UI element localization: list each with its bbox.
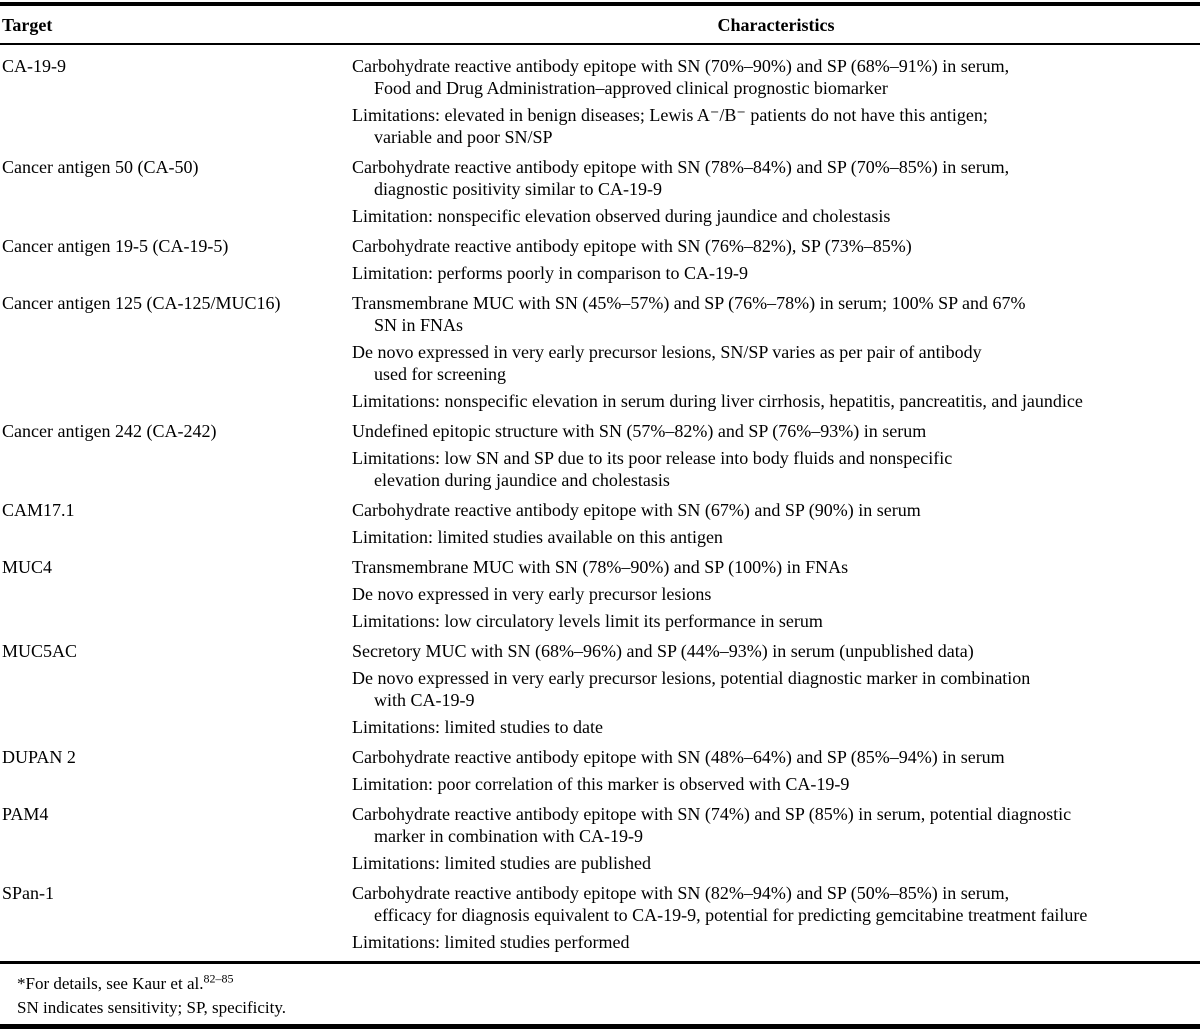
- bottom-rule: [0, 1024, 1200, 1029]
- column-header-target: Target: [0, 6, 352, 45]
- characteristic-paragraph: Limitations: limited studies performed: [352, 932, 630, 952]
- target-cell: MUC4: [2, 557, 53, 577]
- characteristic-paragraph: Limitation: poor correlation of this mar…: [352, 774, 850, 794]
- column-header-characteristics: Characteristics: [352, 6, 1200, 45]
- characteristic-paragraph: De novo expressed in very early precurso…: [352, 584, 712, 604]
- characteristic-paragraph: Transmembrane MUC with SN (45%–57%) and …: [352, 293, 1026, 335]
- characteristics-cell: Carbohydrate reactive antibody epitope w…: [352, 746, 1200, 803]
- characteristic-paragraph: Limitations: limited studies to date: [352, 717, 603, 737]
- table-row: Cancer antigen 50 (CA-50) Carbohydrate re…: [0, 156, 1200, 235]
- characteristic-paragraph: Limitation: nonspecific elevation observ…: [352, 206, 891, 226]
- characteristic-paragraph: Undefined epitopic structure with SN (57…: [352, 421, 927, 441]
- table-row: DUPAN 2 Carbohydrate reactive antibody ep…: [0, 746, 1200, 803]
- table-row: MUC5AC Secretory MUC with SN (68%–96%) an…: [0, 640, 1200, 746]
- table-row: Cancer antigen 242 (CA-242) Undefined epi…: [0, 420, 1200, 499]
- characteristics-cell: Carbohydrate reactive antibody epitope w…: [352, 156, 1200, 235]
- characteristics-cell: Carbohydrate reactive antibody epitope w…: [352, 235, 1200, 292]
- characteristic-paragraph: Secretory MUC with SN (68%–96%) and SP (…: [352, 641, 974, 661]
- target-cell: CA-19-9: [2, 56, 66, 76]
- characteristics-cell: Transmembrane MUC with SN (78%–90%) and …: [352, 556, 1200, 640]
- header-row: Target Characteristics: [0, 6, 1200, 45]
- characteristics-cell: Undefined epitopic structure with SN (57…: [352, 420, 1200, 499]
- target-cell: Cancer antigen 19-5 (CA-19-5): [2, 236, 229, 256]
- characteristic-paragraph: Transmembrane MUC with SN (78%–90%) and …: [352, 557, 849, 577]
- characteristic-paragraph: Limitations: elevated in benign diseases…: [352, 105, 988, 147]
- characteristics-cell: Carbohydrate reactive antibody epitope w…: [352, 803, 1200, 882]
- characteristics-cell: Transmembrane MUC with SN (45%–57%) and …: [352, 292, 1200, 420]
- footnotes: *For details, see Kaur et al.82–85 SN in…: [0, 972, 1200, 1020]
- table-row: CA-19-9 Carbohydrate reactive antibody ep…: [0, 44, 1200, 156]
- characteristic-paragraph: Limitations: low circulatory levels limi…: [352, 611, 823, 631]
- biomarker-table: Target Characteristics CA-19-9 Carbohydra…: [0, 6, 1200, 961]
- characteristic-paragraph: De novo expressed in very early precurso…: [352, 342, 982, 384]
- characteristic-paragraph: Limitations: nonspecific elevation in se…: [352, 391, 1083, 411]
- characteristic-paragraph: Limitation: performs poorly in compariso…: [352, 263, 748, 283]
- characteristic-paragraph: Limitations: low SN and SP due to its po…: [352, 448, 953, 490]
- characteristic-paragraph: Carbohydrate reactive antibody epitope w…: [352, 500, 921, 520]
- footnote-divider-rule: [0, 961, 1200, 964]
- characteristic-paragraph: Carbohydrate reactive antibody epitope w…: [352, 157, 1010, 199]
- characteristics-cell: Carbohydrate reactive antibody epitope w…: [352, 499, 1200, 556]
- top-rule: [0, 2, 1200, 6]
- characteristic-paragraph: Limitations: limited studies are publish…: [352, 853, 651, 873]
- footnote-citation-reference: 82–85: [203, 971, 234, 986]
- target-cell: Cancer antigen 50 (CA-50): [2, 157, 199, 177]
- target-cell: PAM4: [2, 804, 49, 824]
- characteristic-paragraph: Carbohydrate reactive antibody epitope w…: [352, 236, 912, 256]
- table-row: Cancer antigen 125 (CA-125/MUC16) Transme…: [0, 292, 1200, 420]
- characteristic-paragraph: Limitation: limited studies available on…: [352, 527, 723, 547]
- characteristic-paragraph: De novo expressed in very early precurso…: [352, 668, 1031, 710]
- target-cell: SPan-1: [2, 883, 55, 903]
- table-row: PAM4 Carbohydrate reactive antibody epito…: [0, 803, 1200, 882]
- characteristic-paragraph: Carbohydrate reactive antibody epitope w…: [352, 804, 1072, 846]
- footnote-abbreviations: SN indicates sensitivity; SP, specificit…: [17, 998, 286, 1017]
- target-cell: CAM17.1: [2, 500, 75, 520]
- characteristic-paragraph: Carbohydrate reactive antibody epitope w…: [352, 747, 1005, 767]
- characteristic-paragraph: Carbohydrate reactive antibody epitope w…: [352, 56, 1010, 98]
- target-cell: Cancer antigen 242 (CA-242): [2, 421, 217, 441]
- table-row: SPan-1 Carbohydrate reactive antibody epi…: [0, 882, 1200, 961]
- table-row: Cancer antigen 19-5 (CA-19-5) Carbohydrat…: [0, 235, 1200, 292]
- footnote-details: *For details, see Kaur et al.82–85: [17, 972, 1200, 996]
- characteristic-paragraph: Carbohydrate reactive antibody epitope w…: [352, 883, 1088, 925]
- target-cell: MUC5AC: [2, 641, 78, 661]
- footnote-details-text: *For details, see Kaur et al.: [17, 974, 204, 993]
- characteristics-cell: Carbohydrate reactive antibody epitope w…: [352, 44, 1200, 156]
- characteristics-cell: Carbohydrate reactive antibody epitope w…: [352, 882, 1200, 961]
- table-body: CA-19-9 Carbohydrate reactive antibody ep…: [0, 44, 1200, 961]
- characteristics-cell: Secretory MUC with SN (68%–96%) and SP (…: [352, 640, 1200, 746]
- target-cell: Cancer antigen 125 (CA-125/MUC16): [2, 293, 281, 313]
- table-row: CAM17.1 Carbohydrate reactive antibody ep…: [0, 499, 1200, 556]
- table-row: MUC4 Transmembrane MUC with SN (78%–90%) …: [0, 556, 1200, 640]
- target-cell: DUPAN 2: [2, 747, 76, 767]
